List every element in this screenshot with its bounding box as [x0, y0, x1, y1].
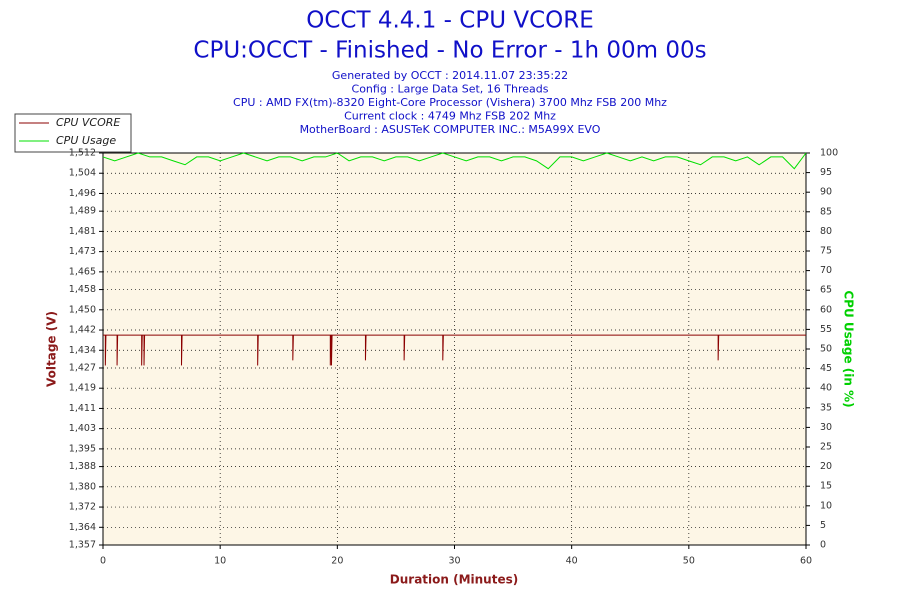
y2-tick-label: 40 [820, 383, 832, 394]
y2-tick-label: 0 [820, 540, 826, 551]
series-line [102, 152, 807, 170]
chart-title: OCCT 4.4.1 - CPU VCORE [306, 8, 594, 34]
y2-tick-label: 60 [820, 304, 832, 315]
x-tick-label: 10 [214, 556, 226, 567]
info-line: Current clock : 4749 Mhz FSB 202 Mhz [344, 110, 556, 123]
y-tick-label: 1,419 [69, 383, 96, 394]
y2-tick-label: 75 [820, 246, 832, 257]
y2-tick-label: 30 [820, 422, 832, 433]
legend [14, 113, 132, 153]
info-line: MotherBoard : ASUSTeK COMPUTER INC.: M5A… [300, 123, 601, 136]
y-tick-label: 1,450 [69, 304, 96, 315]
y2-tick-label: 25 [820, 442, 832, 453]
y2-tick-label: 5 [820, 520, 826, 531]
x-tick-label: 50 [683, 556, 695, 567]
y-tick-label: 1,512 [69, 148, 96, 159]
x-axis-label: Duration (Minutes) [390, 573, 518, 587]
x-tick-label: 20 [331, 556, 343, 567]
y-tick-label: 1,496 [69, 188, 96, 199]
y-tick-label: 1,504 [69, 168, 96, 179]
y-tick-label: 1,465 [69, 266, 96, 277]
info-line: Generated by OCCT : 2014.11.07 23:35:22 [332, 69, 568, 82]
y-tick-label: 1,489 [69, 206, 96, 217]
y2-tick-label: 35 [820, 402, 832, 413]
y2-tick-label: 10 [820, 500, 832, 511]
x-tick-label: 30 [448, 556, 460, 567]
y-tick-label: 1,458 [69, 284, 96, 295]
y-tick-label: 1,372 [69, 502, 96, 513]
y2-tick-label: 50 [820, 344, 832, 355]
y-tick-label: 1,442 [69, 325, 96, 336]
y2-axis-label: CPU Usage (in %) [842, 290, 856, 407]
y-tick-label: 1,380 [69, 481, 96, 492]
y-tick-label: 1,481 [69, 226, 96, 237]
y2-tick-label: 15 [820, 481, 832, 492]
y2-tick-label: 20 [820, 461, 832, 472]
chart-subtitle: CPU:OCCT - Finished - No Error - 1h 00m … [193, 38, 706, 64]
y-tick-label: 1,473 [69, 246, 96, 257]
y2-tick-label: 100 [820, 148, 838, 159]
x-tick-label: 0 [100, 556, 106, 567]
x-tick-label: 40 [566, 556, 578, 567]
x-tick-label: 60 [800, 556, 812, 567]
y2-tick-label: 85 [820, 206, 832, 217]
legend-label: CPU VCORE [56, 116, 120, 129]
y-tick-label: 1,395 [69, 443, 96, 454]
y-tick-label: 1,357 [69, 540, 96, 551]
y-tick-label: 1,434 [69, 345, 96, 356]
y-tick-label: 1,411 [69, 403, 96, 414]
legend-label: CPU Usage [56, 134, 116, 147]
y2-tick-label: 65 [820, 285, 832, 296]
y2-tick-label: 90 [820, 187, 832, 198]
y2-tick-label: 45 [820, 363, 832, 374]
series-line [103, 334, 806, 366]
y2-tick-label: 95 [820, 167, 832, 178]
y-tick-label: 1,364 [69, 522, 96, 533]
y-tick-label: 1,403 [69, 423, 96, 434]
info-line: Config : Large Data Set, 16 Threads [352, 83, 549, 96]
y2-tick-label: 70 [820, 265, 832, 276]
info-line: CPU : AMD FX(tm)-8320 Eight-Core Process… [233, 96, 667, 109]
y-axis-label: Voltage (V) [45, 311, 59, 387]
y2-tick-label: 55 [820, 324, 832, 335]
y2-tick-label: 80 [820, 226, 832, 237]
y-tick-label: 1,427 [69, 362, 96, 373]
y-tick-label: 1,388 [69, 461, 96, 472]
